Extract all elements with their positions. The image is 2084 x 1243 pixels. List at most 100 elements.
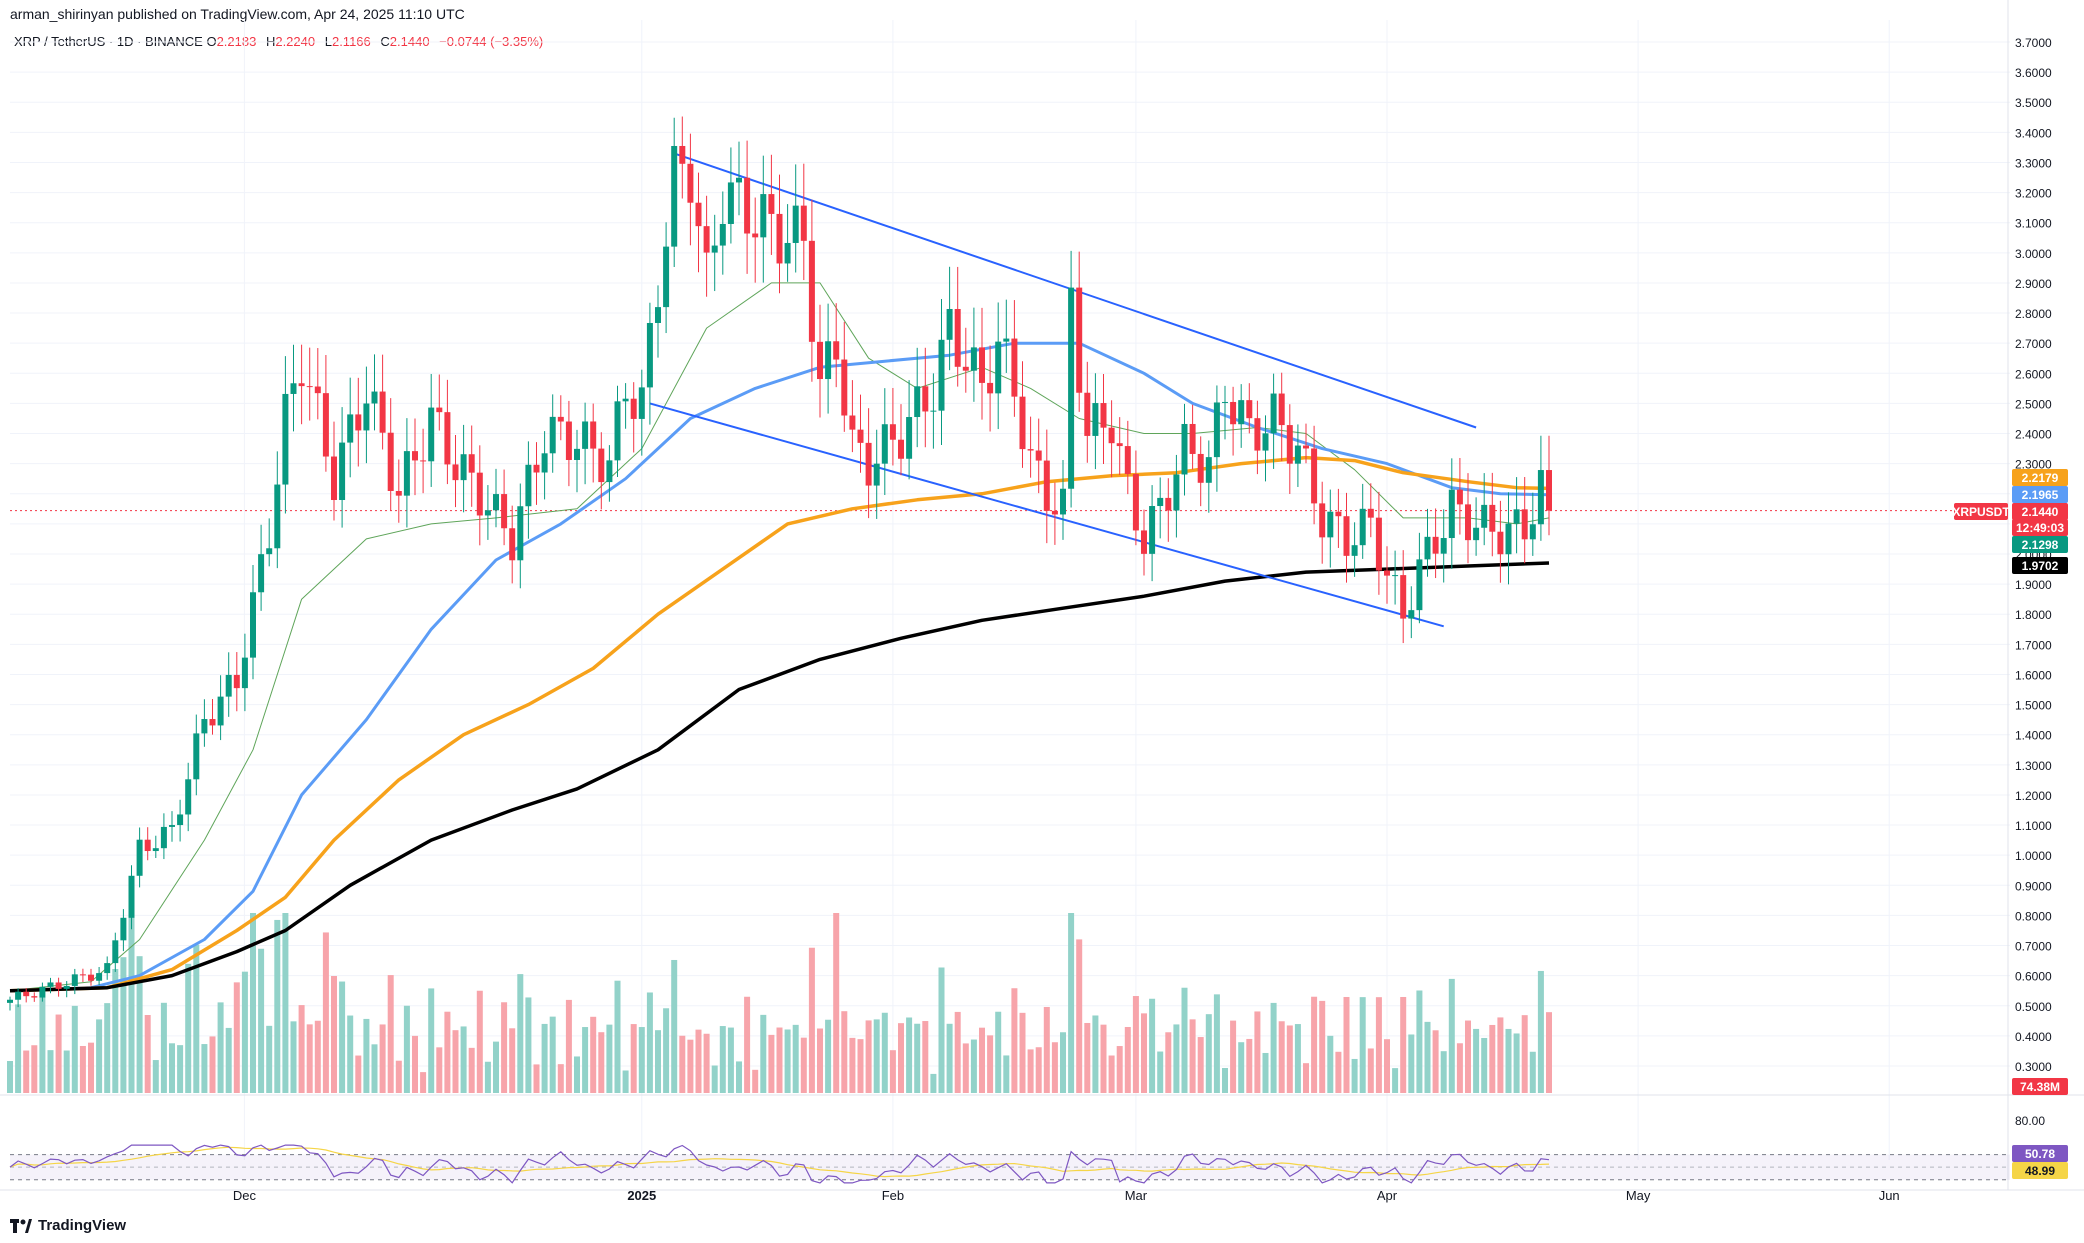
candle-body [1343, 516, 1350, 556]
price-tick-label: 2.7000 [2015, 337, 2052, 351]
volume-bar [1230, 1020, 1237, 1093]
price-tick-label: 2.6000 [2015, 367, 2052, 381]
candle-body [444, 412, 451, 465]
price-tick-label: 0.4000 [2015, 1030, 2052, 1044]
volume-bar [1335, 1051, 1342, 1093]
volume-bar [549, 1016, 556, 1093]
candlesticks [7, 116, 1552, 1011]
volume-bar [784, 1029, 791, 1093]
volume-bar [1124, 1026, 1131, 1093]
volume-bar [266, 1025, 273, 1093]
candle-body [460, 454, 467, 481]
candle-body [1456, 489, 1463, 505]
volume-bar [1149, 998, 1156, 1093]
volume-bar [954, 1011, 961, 1093]
volume-bar [104, 1003, 111, 1093]
candle-body [744, 177, 751, 234]
volume-bar [557, 1064, 564, 1093]
volume-bar [1157, 1051, 1164, 1093]
candle-body [1068, 287, 1075, 489]
volume-bar [15, 1004, 22, 1093]
candle-body [1424, 536, 1431, 560]
volume-bar [7, 1061, 13, 1093]
volume-bar [1181, 987, 1188, 1093]
candle-body [1319, 503, 1326, 538]
volume-bar [679, 1035, 686, 1093]
candle-body [266, 548, 273, 555]
volume-bar [63, 1050, 70, 1093]
volume-bar [671, 959, 678, 1093]
volume-bar [582, 1027, 589, 1093]
price-tick-label: 2.5000 [2015, 397, 2052, 411]
volume-bar [1473, 1028, 1480, 1093]
price-tick-label: 1.1000 [2015, 819, 2052, 833]
price-tick-label: 3.2000 [2015, 187, 2052, 201]
candle-body [387, 432, 394, 491]
volume-bar [1197, 1037, 1204, 1093]
price-tick-label: 1.3000 [2015, 759, 2052, 773]
candle-body [970, 347, 977, 371]
candle-body [1359, 508, 1366, 546]
rsi-value-tag-bg [2012, 1162, 2068, 1179]
candle-body [412, 451, 418, 461]
volume-bar [541, 1023, 548, 1093]
volume-bar [873, 1019, 880, 1093]
volume-bar [444, 1011, 451, 1093]
volume-bar [1392, 1068, 1399, 1093]
tradingview-brand[interactable]: TradingView [10, 1217, 126, 1234]
volume-bar [185, 963, 192, 1093]
candle-body [509, 528, 516, 561]
volume-bar [403, 1005, 410, 1093]
volume-bar [47, 1050, 54, 1093]
candle-body [128, 875, 135, 918]
volume-bar [322, 932, 329, 1093]
volume-bar [1173, 1024, 1180, 1093]
volume-bar [258, 948, 265, 1093]
candle-body [622, 398, 629, 402]
candle-body [1027, 449, 1034, 451]
candle-body [1327, 511, 1334, 538]
candle-body [395, 490, 402, 496]
candle-body [177, 814, 184, 826]
volume-bar [614, 980, 621, 1093]
moving-averages [9, 282, 1550, 993]
candle-body [363, 403, 370, 431]
candle-body [1100, 403, 1107, 428]
candle-body [1132, 474, 1139, 531]
candle-body [322, 393, 329, 457]
volume-bar [152, 1060, 159, 1093]
candle-body [914, 386, 921, 418]
volume-bar [1011, 988, 1018, 1093]
candle-body [476, 472, 483, 516]
candle-body [233, 674, 240, 689]
candle-body [1400, 575, 1407, 619]
candle-body [1108, 427, 1115, 444]
candle-body [582, 421, 589, 449]
volume-bar [436, 1047, 443, 1093]
candle-body [930, 410, 937, 412]
price-label-tag-bg [2012, 557, 2068, 574]
volume-bar [1213, 994, 1220, 1093]
candle-body [630, 398, 637, 419]
price-tick-label: 2.8000 [2015, 307, 2052, 321]
volume-bar [96, 1019, 103, 1093]
candle-body [355, 414, 362, 431]
volume-bar [420, 1072, 427, 1093]
volume-bar [1343, 996, 1350, 1093]
volume-bar [881, 1012, 888, 1093]
price-tick-label: 2.9000 [2015, 277, 2052, 291]
volume-bar [752, 1069, 759, 1093]
price-labels: 2.2179 2.1965 XRPUSDT 2.1440 12:49:03 2.1298 1… [1952, 469, 2068, 1179]
volume-bar [1465, 1020, 1471, 1093]
price-tick-label: 0.5000 [2015, 1000, 2052, 1014]
candle-body [598, 448, 605, 483]
volume-bar [1424, 1021, 1431, 1093]
moving-average-line [9, 455, 1550, 993]
volume-bar [39, 997, 46, 1093]
candle-body [881, 424, 888, 464]
volume-bar [1481, 1037, 1488, 1093]
candle-body [1367, 508, 1374, 518]
volume-bar [574, 1056, 580, 1093]
price-label-tag: 1.9702 [2022, 559, 2059, 573]
